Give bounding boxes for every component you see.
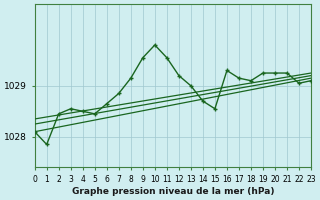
X-axis label: Graphe pression niveau de la mer (hPa): Graphe pression niveau de la mer (hPa) (72, 187, 274, 196)
